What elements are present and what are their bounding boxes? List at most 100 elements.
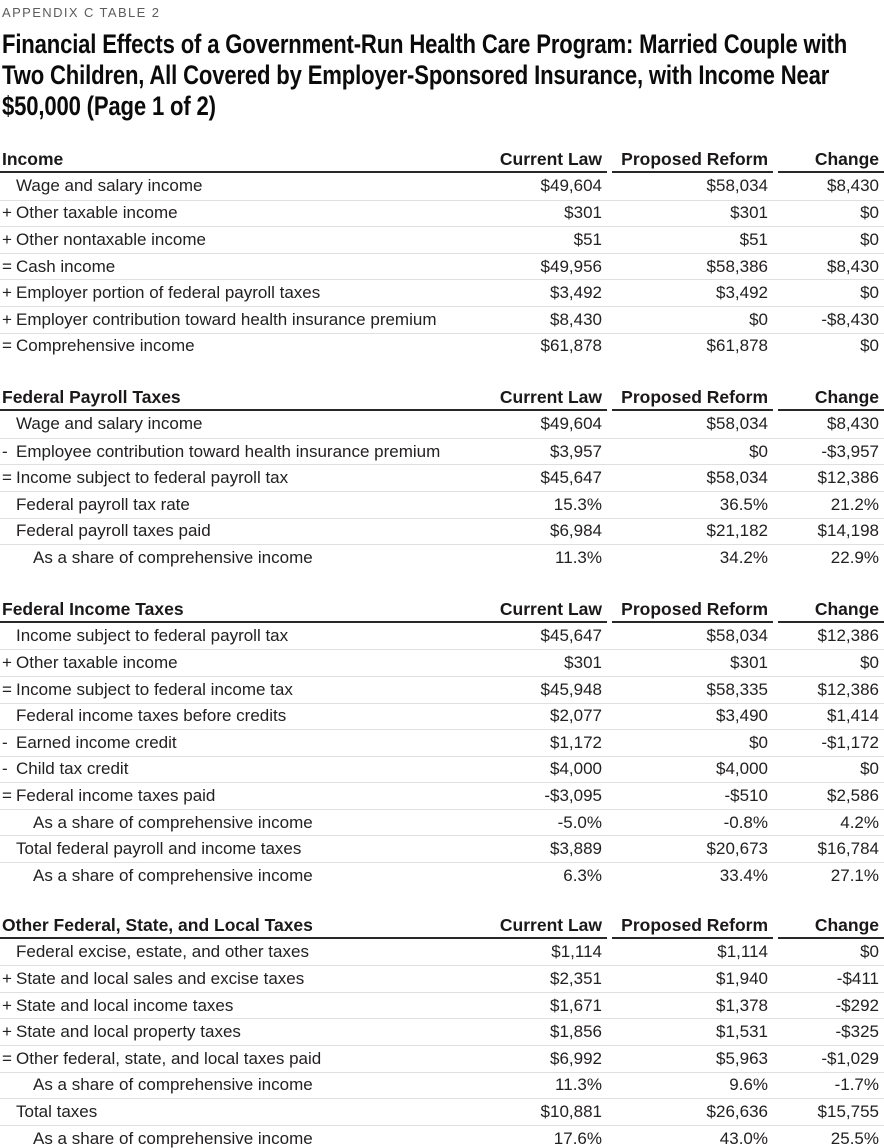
table-row: = Federal income taxes paid -$3,095 -$510 $2… <box>0 782 884 809</box>
row-label-cell: = Income subject to federal income tax <box>0 680 487 700</box>
row-label-cell: - Child tax credit <box>0 759 487 779</box>
row-label-cell: As a share of comprehensive income <box>0 1129 487 1148</box>
cell-current-law: $301 <box>564 653 602 673</box>
table-body: Federal excise, estate, and other taxes $… <box>0 939 884 1148</box>
col-header-proposed-reform: Proposed Reform <box>621 149 768 169</box>
row-label: As a share of comprehensive income <box>33 547 313 567</box>
table-row: + Employer portion of federal payroll tax… <box>0 279 884 306</box>
row-label-cell: As a share of comprehensive income <box>0 548 487 568</box>
header-rule <box>0 936 884 939</box>
cell-change: -$3,957 <box>821 441 879 461</box>
row-prefix-symbol: = <box>2 336 12 356</box>
row-label-cell: + State and local property taxes <box>0 1022 487 1042</box>
col-header-change: Change <box>814 598 879 619</box>
row-prefix-symbol: + <box>2 653 12 673</box>
header-rule <box>0 171 884 173</box>
cell-current-law: $8,430 <box>550 309 602 329</box>
cell-change: -$8,430 <box>821 309 879 329</box>
table-header-row: Federal Payroll Taxes Current Law Propos… <box>0 386 884 409</box>
eyebrow-label: APPENDIX C TABLE 2 <box>2 5 161 20</box>
table-row: = Other federal, state, and local taxes p… <box>0 1045 884 1072</box>
cell-current-law: $49,604 <box>540 414 602 434</box>
table-federal-payroll-taxes: Federal Payroll Taxes Current Law Propos… <box>0 386 884 571</box>
cell-change: -$325 <box>835 1022 879 1042</box>
col-header-current-law: Current Law <box>499 598 602 619</box>
cell-change: -$411 <box>836 969 879 989</box>
cell-proposed-reform: 43.0% <box>719 1128 768 1148</box>
table-row: + Employer contribution toward health ins… <box>0 305 884 333</box>
table-row: Federal payroll tax rate 15.3% 36.5% 21.2% <box>0 490 884 518</box>
table-row: = Income subject to federal income tax $45… <box>0 675 884 703</box>
row-label-cell: Federal excise, estate, and other taxes <box>0 942 487 962</box>
col-header-change: Change <box>814 149 879 169</box>
row-label-cell: As a share of comprehensive income <box>0 1075 487 1095</box>
cell-change: -$1,172 <box>821 732 879 752</box>
cell-change: $0 <box>860 203 879 223</box>
row-label: As a share of comprehensive income <box>33 1128 313 1148</box>
row-label: Wage and salary income <box>16 414 203 434</box>
cell-current-law: $45,647 <box>540 468 602 488</box>
row-label-cell: = Comprehensive income <box>0 336 487 356</box>
cell-current-law: -$3,095 <box>544 786 602 806</box>
cell-current-law: $49,604 <box>540 176 602 196</box>
page-title: Financial Effects of a Government-Run He… <box>2 29 848 121</box>
cell-proposed-reform: $58,034 <box>706 468 768 488</box>
row-label-cell: + State and local income taxes <box>0 996 487 1016</box>
section-title: Income <box>2 149 64 169</box>
row-label: Income subject to federal payroll tax <box>16 468 289 488</box>
cell-change: $12,386 <box>817 626 879 646</box>
table-body: Wage and salary income $49,604 $58,034 $8,4… <box>0 411 884 571</box>
table-row: + Other taxable income $301 $301 $0 <box>0 649 884 676</box>
row-label-cell: Wage and salary income <box>0 176 487 196</box>
row-label: Employer contribution toward health insu… <box>16 309 437 329</box>
cell-change: $0 <box>860 653 879 673</box>
row-prefix-symbol: = <box>2 256 12 276</box>
cell-change: $0 <box>860 759 879 779</box>
cell-current-law: $1,172 <box>550 732 602 752</box>
row-prefix-symbol: - <box>2 441 8 461</box>
cell-current-law: $51 <box>573 229 602 249</box>
cell-current-law: 11.3% <box>555 1075 602 1095</box>
cell-proposed-reform: -0.8% <box>723 812 768 832</box>
header-rule <box>0 620 884 623</box>
table-row: Wage and salary income $49,604 $58,034 $8,4… <box>0 411 884 438</box>
cell-proposed-reform: $20,673 <box>706 839 768 859</box>
cell-change: $16,784 <box>817 839 879 859</box>
row-label: Total federal payroll and income taxes <box>16 839 302 859</box>
cell-change: $8,430 <box>827 176 879 196</box>
row-label-cell: Federal income taxes before credits <box>0 706 487 726</box>
row-label: Income subject to federal income tax <box>16 679 293 699</box>
row-label-cell: + Other taxable income <box>0 203 487 223</box>
col-header-change: Change <box>814 387 879 408</box>
row-label-cell: + Other taxable income <box>0 653 487 673</box>
table-row: Wage and salary income $49,604 $58,034 $8,4… <box>0 173 884 200</box>
row-prefix-symbol: = <box>2 1048 12 1068</box>
table-row: Federal income taxes before credits $2,07… <box>0 702 884 730</box>
table-federal-income-taxes: Federal Income Taxes Current Law Propose… <box>0 598 884 889</box>
row-label-cell: - Earned income credit <box>0 733 487 753</box>
cell-change: $0 <box>860 229 879 249</box>
cell-proposed-reform: $5,963 <box>716 1048 768 1068</box>
cell-current-law: $45,647 <box>540 626 602 646</box>
cell-change: $15,755 <box>817 1102 879 1122</box>
cell-change: -1.7% <box>834 1075 879 1095</box>
col-header-proposed-reform: Proposed Reform <box>621 914 768 935</box>
row-prefix-symbol: + <box>2 995 12 1015</box>
table-other-federal-state-local-taxes: Other Federal, State, and Local Taxes Cu… <box>0 914 884 1148</box>
table-row: - Child tax credit $4,000 $4,000 $0 <box>0 755 884 783</box>
row-prefix-symbol: = <box>2 679 12 699</box>
cell-proposed-reform: $0 <box>749 441 768 461</box>
table-row: Total federal payroll and income taxes $3… <box>0 835 884 862</box>
cell-change: -$292 <box>835 995 879 1015</box>
row-label-cell: Total federal payroll and income taxes <box>0 839 487 859</box>
row-label: Other taxable income <box>16 203 178 223</box>
row-prefix-symbol: + <box>2 283 12 303</box>
table-row: = Comprehensive income $61,878 $61,878 $0 <box>0 332 884 360</box>
table-row: - Earned income credit $1,172 $0 -$1,172 <box>0 729 884 756</box>
row-label-cell: = Other federal, state, and local taxes p… <box>0 1049 487 1069</box>
cell-proposed-reform: $1,114 <box>717 941 768 961</box>
cell-change: $12,386 <box>817 468 879 488</box>
section-title: Federal Income Taxes <box>2 598 184 619</box>
section-title: Other Federal, State, and Local Taxes <box>2 914 313 935</box>
